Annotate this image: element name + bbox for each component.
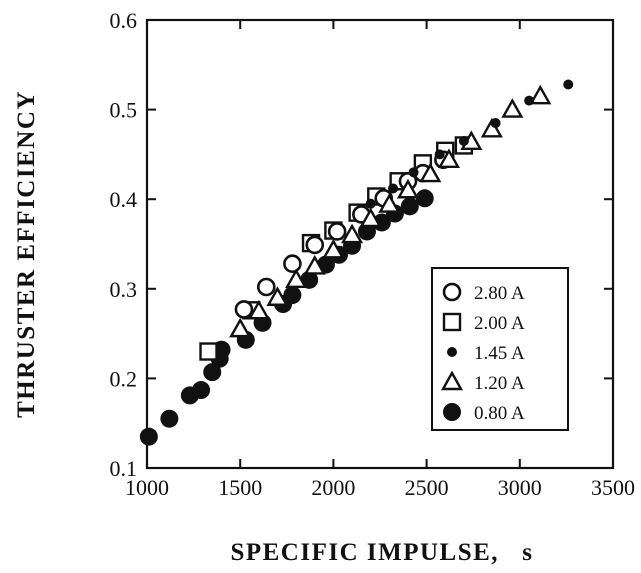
y-tick-label: 0.6: [110, 8, 138, 33]
legend-marker: [442, 312, 462, 332]
data-point: [340, 223, 364, 244]
x-tick-label: 3500: [591, 475, 635, 500]
data-point: [396, 178, 420, 199]
data-point: [480, 117, 503, 138]
data-point: [305, 235, 325, 255]
data-point: [408, 167, 419, 178]
data-point: [437, 148, 461, 168]
y-tick-label: 0.1: [110, 456, 138, 481]
data-point: [283, 286, 302, 305]
y-tick-label: 0.5: [110, 98, 138, 123]
data-point: [256, 277, 276, 297]
legend-marker: [440, 370, 464, 391]
data-point: [203, 363, 222, 382]
data-point: [563, 79, 574, 90]
data-point: [160, 409, 179, 428]
y-tick-label: 0.4: [110, 187, 138, 212]
data-point: [359, 207, 382, 228]
legend-marker: [447, 347, 457, 357]
data-point: [388, 183, 399, 194]
plot-area-frame: [145, 18, 615, 470]
x-axis-title: SPECIFIC IMPULSE, s: [230, 539, 533, 566]
y-tick-label: 0.2: [110, 366, 138, 391]
data-point: [303, 254, 326, 275]
data-point: [283, 254, 302, 274]
x-tick-label: 1500: [218, 475, 262, 500]
data-point: [327, 222, 347, 241]
legend-items: 2.80 A 2.00 A 1.45 A 1.20 A 0.80 A: [440, 282, 525, 424]
series-1-45-A: [365, 79, 574, 209]
data-point: [322, 238, 345, 259]
legend-item: 2.00 A: [442, 312, 525, 334]
data-point: [266, 286, 289, 306]
legend-label: 1.20 A: [474, 373, 525, 394]
x-tick-label: 1000: [125, 475, 169, 500]
data-point: [365, 198, 376, 209]
data-point: [229, 317, 252, 338]
legend-label: 0.80 A: [474, 403, 525, 424]
data-point: [524, 95, 535, 106]
legend-label: 2.00 A: [474, 313, 525, 334]
tick-labels: 1000 1500 2000 2500 3000 3500 0.1 0.2 0.3 0.4 0.5 0…: [110, 8, 636, 500]
legend-marker: [442, 282, 462, 302]
y-tick-label: 0.3: [110, 277, 138, 302]
x-tick-label: 3000: [498, 475, 542, 500]
legend-item: 1.20 A: [440, 370, 525, 394]
data-point: [501, 98, 524, 118]
data-point: [490, 118, 501, 129]
data-point: [199, 342, 218, 361]
data-point: [415, 189, 434, 208]
data-point: [458, 135, 469, 146]
data-point: [139, 427, 158, 446]
legend-item: 2.80 A: [442, 282, 525, 304]
legend-item: 1.45 A: [447, 343, 525, 364]
data-point: [378, 193, 401, 213]
data-point: [234, 300, 254, 319]
y-axis-title: THRUSTER EFFICIENCY: [13, 90, 40, 418]
series-2-80-A: [234, 150, 453, 319]
x-tick-label: 2000: [311, 475, 355, 500]
legend-marker: [443, 403, 461, 421]
data-point: [529, 84, 552, 105]
series-0-80-A: [139, 189, 434, 446]
data-point: [434, 149, 445, 160]
legend-label: 1.45 A: [474, 343, 525, 364]
x-tick-label: 2500: [405, 475, 449, 500]
data-point: [400, 197, 419, 216]
series-1-20-A: [229, 84, 552, 338]
data-point: [419, 162, 442, 183]
legend-label: 2.80 A: [474, 283, 525, 304]
axis-ticks: [146, 19, 614, 469]
legend: 2.80 A 2.00 A 1.45 A 1.20 A 0.80 A: [431, 267, 569, 431]
legend-item: 0.80 A: [443, 403, 525, 424]
data-point: [247, 299, 270, 320]
data-point: [285, 268, 308, 289]
data-point: [192, 381, 211, 400]
data-points: [139, 79, 574, 446]
